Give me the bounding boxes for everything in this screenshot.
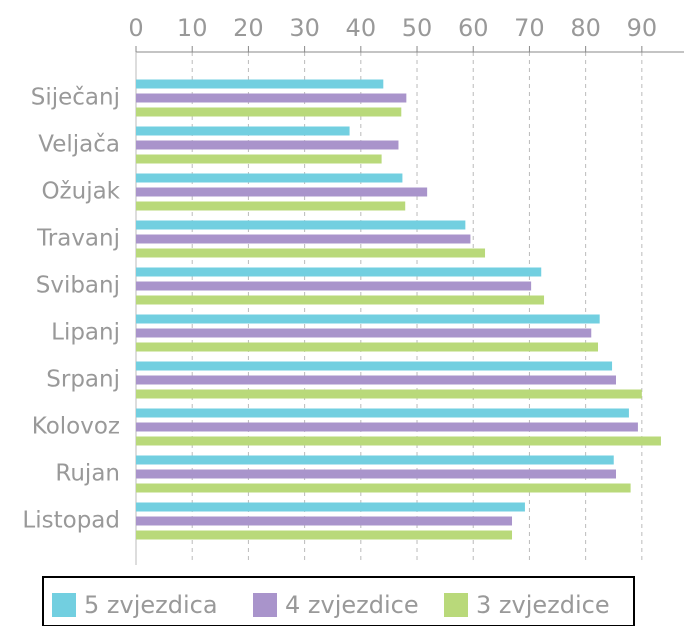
bar	[136, 328, 592, 338]
bar	[136, 107, 402, 117]
bar	[136, 314, 600, 324]
bar	[136, 79, 384, 89]
legend-label: 3 zvjezdice	[476, 591, 610, 619]
bar	[136, 234, 471, 244]
y-tick-label: Srpanj	[46, 367, 120, 393]
bar	[136, 154, 382, 164]
bar	[136, 375, 616, 385]
y-tick-label: Rujan	[55, 461, 120, 487]
y-tick-label: Travanj	[36, 226, 120, 252]
bar	[136, 187, 428, 197]
bar	[136, 483, 631, 493]
bar	[136, 173, 403, 183]
x-tick-label: 40	[346, 14, 377, 42]
y-tick-label: Svibanj	[36, 273, 120, 299]
x-tick-label: 20	[233, 14, 264, 42]
bar	[136, 267, 542, 277]
legend-swatch	[52, 593, 76, 617]
bar	[136, 295, 545, 305]
x-tick-label: 60	[458, 14, 489, 42]
bar	[136, 408, 629, 418]
y-tick-label: Ožujak	[41, 179, 120, 205]
bar	[136, 201, 406, 211]
legend-box	[42, 576, 635, 626]
x-tick-label: 30	[289, 14, 320, 42]
y-tick-label: Veljača	[38, 132, 120, 158]
bar	[136, 248, 486, 258]
x-tick-label: 90	[627, 14, 658, 42]
y-tick-label: Listopad	[22, 508, 120, 534]
bar	[136, 342, 599, 352]
bar	[136, 389, 642, 399]
legend-swatch	[253, 593, 277, 617]
bar	[136, 436, 661, 446]
bar	[136, 455, 614, 465]
bar	[136, 93, 407, 103]
bar	[136, 220, 466, 230]
legend-label: 4 zvjezdice	[285, 591, 419, 619]
bar	[136, 469, 616, 479]
x-tick-label: 0	[128, 14, 143, 42]
x-tick-label: 10	[177, 14, 208, 42]
bar	[136, 126, 350, 136]
legend-swatch	[444, 593, 468, 617]
x-tick-label: 70	[514, 14, 545, 42]
y-tick-label: Siječanj	[31, 85, 120, 111]
bar	[136, 361, 613, 371]
legend-label: 5 zvjezdica	[84, 591, 218, 619]
bar	[136, 502, 525, 512]
x-tick-label: 50	[402, 14, 433, 42]
bar	[136, 281, 532, 291]
bar	[136, 140, 399, 150]
bar	[136, 422, 638, 432]
bar	[136, 530, 513, 540]
x-tick-label: 80	[570, 14, 601, 42]
y-tick-label: Lipanj	[51, 320, 120, 346]
bar	[136, 516, 513, 526]
y-tick-label: Kolovoz	[32, 414, 120, 440]
